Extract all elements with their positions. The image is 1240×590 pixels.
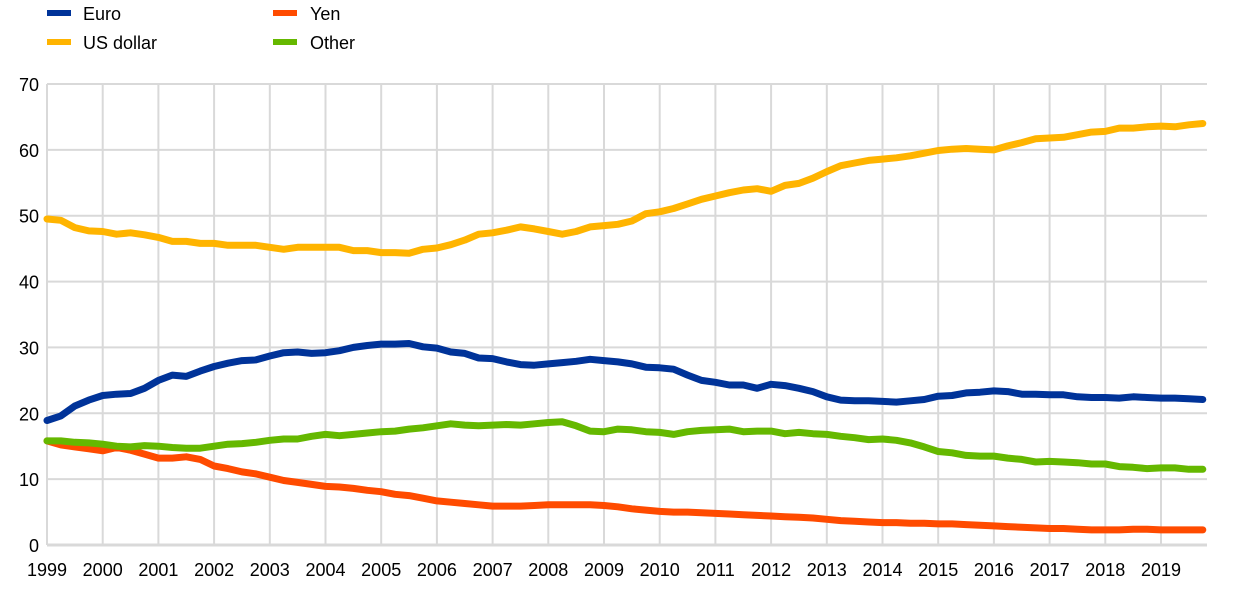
y-tick-label: 20 bbox=[19, 404, 39, 424]
y-axis-ticks: 0 10 20 30 40 50 60 70 bbox=[19, 75, 39, 556]
x-tick-label: 2001 bbox=[138, 560, 178, 580]
legend-item-us-dollar: US dollar bbox=[47, 33, 157, 53]
x-tick-label: 1999 bbox=[27, 560, 67, 580]
series-line-us-dollar bbox=[43, 120, 1207, 257]
y-tick-label: 30 bbox=[19, 338, 39, 358]
series-line-euro bbox=[43, 340, 1207, 424]
x-tick-label: 2017 bbox=[1030, 560, 1070, 580]
series-line-other bbox=[43, 418, 1207, 473]
x-tick-label: 2006 bbox=[417, 560, 457, 580]
x-tick-label: 2005 bbox=[361, 560, 401, 580]
legend-item-other: Other bbox=[273, 33, 355, 53]
y-tick-label: 60 bbox=[19, 141, 39, 161]
y-tick-label: 70 bbox=[19, 75, 39, 95]
x-tick-label: 2000 bbox=[83, 560, 123, 580]
series-line-yen bbox=[43, 437, 1207, 534]
x-axis-ticks: 1999 2000 2001 2002 2003 2004 2005 2006 2007 2008… bbox=[27, 560, 1181, 580]
legend-label-yen: Yen bbox=[310, 4, 340, 24]
y-tick-label: 10 bbox=[19, 470, 39, 490]
legend-label-euro: Euro bbox=[83, 4, 121, 24]
x-tick-label: 2018 bbox=[1085, 560, 1125, 580]
x-tick-label: 2009 bbox=[584, 560, 624, 580]
legend-label-other: Other bbox=[310, 33, 355, 53]
y-tick-label: 50 bbox=[19, 207, 39, 227]
legend: Euro US dollar Yen Other bbox=[47, 4, 355, 53]
x-tick-label: 2016 bbox=[974, 560, 1014, 580]
legend-label-us-dollar: US dollar bbox=[83, 33, 157, 53]
x-tick-label: 2007 bbox=[473, 560, 513, 580]
x-tick-label: 2019 bbox=[1141, 560, 1181, 580]
x-tick-label: 2013 bbox=[807, 560, 847, 580]
x-tick-label: 2014 bbox=[862, 560, 902, 580]
x-tick-label: 2010 bbox=[640, 560, 680, 580]
y-tick-label: 40 bbox=[19, 273, 39, 293]
x-tick-label: 2002 bbox=[194, 560, 234, 580]
x-tick-label: 2015 bbox=[918, 560, 958, 580]
y-tick-label: 0 bbox=[29, 536, 39, 556]
x-tick-label: 2004 bbox=[305, 560, 345, 580]
x-tick-label: 2011 bbox=[696, 560, 735, 580]
gridlines bbox=[46, 83, 1207, 547]
x-tick-label: 2008 bbox=[528, 560, 568, 580]
legend-item-euro: Euro bbox=[47, 4, 121, 24]
legend-item-yen: Yen bbox=[273, 4, 340, 24]
series-lines bbox=[43, 120, 1207, 534]
x-tick-label: 2012 bbox=[751, 560, 791, 580]
x-tick-label: 2003 bbox=[250, 560, 290, 580]
